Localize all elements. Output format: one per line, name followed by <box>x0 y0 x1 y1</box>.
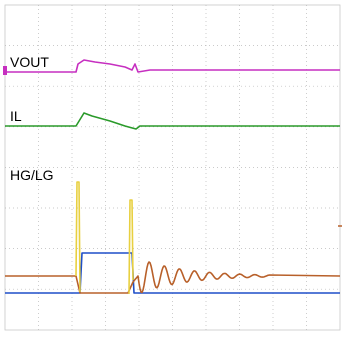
vout-trace <box>5 59 340 73</box>
hg-trace <box>5 261 341 294</box>
il-label: IL <box>10 108 22 124</box>
vout-label: VOUT <box>10 54 49 70</box>
hglg-label: HG/LG <box>10 167 54 183</box>
il-trace <box>5 112 340 130</box>
lg-trace <box>5 252 340 294</box>
vout-marker <box>3 66 7 75</box>
hg-spikes <box>75 181 134 295</box>
